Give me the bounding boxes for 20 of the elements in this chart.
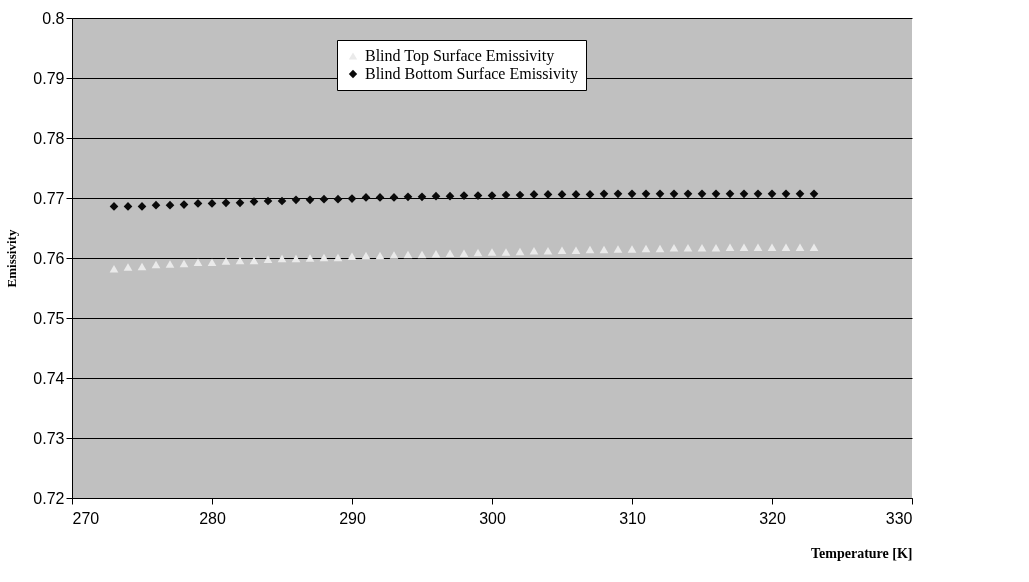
y-tick-label: 0.8 xyxy=(42,9,65,27)
y-tick-label: 0.75 xyxy=(33,309,65,327)
y-tick-label: 0.72 xyxy=(33,489,65,507)
x-tick-label: 300 xyxy=(479,509,506,527)
y-tick-label: 0.76 xyxy=(33,249,65,267)
y-tick-label: 0.74 xyxy=(33,369,65,387)
legend-label: Blind Bottom Surface Emissivity xyxy=(365,65,578,83)
x-tick-label: 330 xyxy=(885,509,913,527)
y-tick-label: 0.78 xyxy=(33,129,65,147)
x-tick-label: 290 xyxy=(339,509,366,527)
y-tick-label: 0.79 xyxy=(33,69,65,87)
y-tick-label: 0.77 xyxy=(33,189,65,207)
x-tick-label: 270 xyxy=(72,509,100,527)
x-axis-title: Temperature [K] xyxy=(811,545,913,561)
x-tick-label: 280 xyxy=(199,509,226,527)
x-tick-label: 310 xyxy=(619,509,646,527)
y-tick-label: 0.73 xyxy=(33,429,65,447)
x-tick-label: 320 xyxy=(759,509,786,527)
legend-label: Blind Top Surface Emissivity xyxy=(365,47,555,65)
y-axis-title: Emissivity xyxy=(4,229,20,288)
